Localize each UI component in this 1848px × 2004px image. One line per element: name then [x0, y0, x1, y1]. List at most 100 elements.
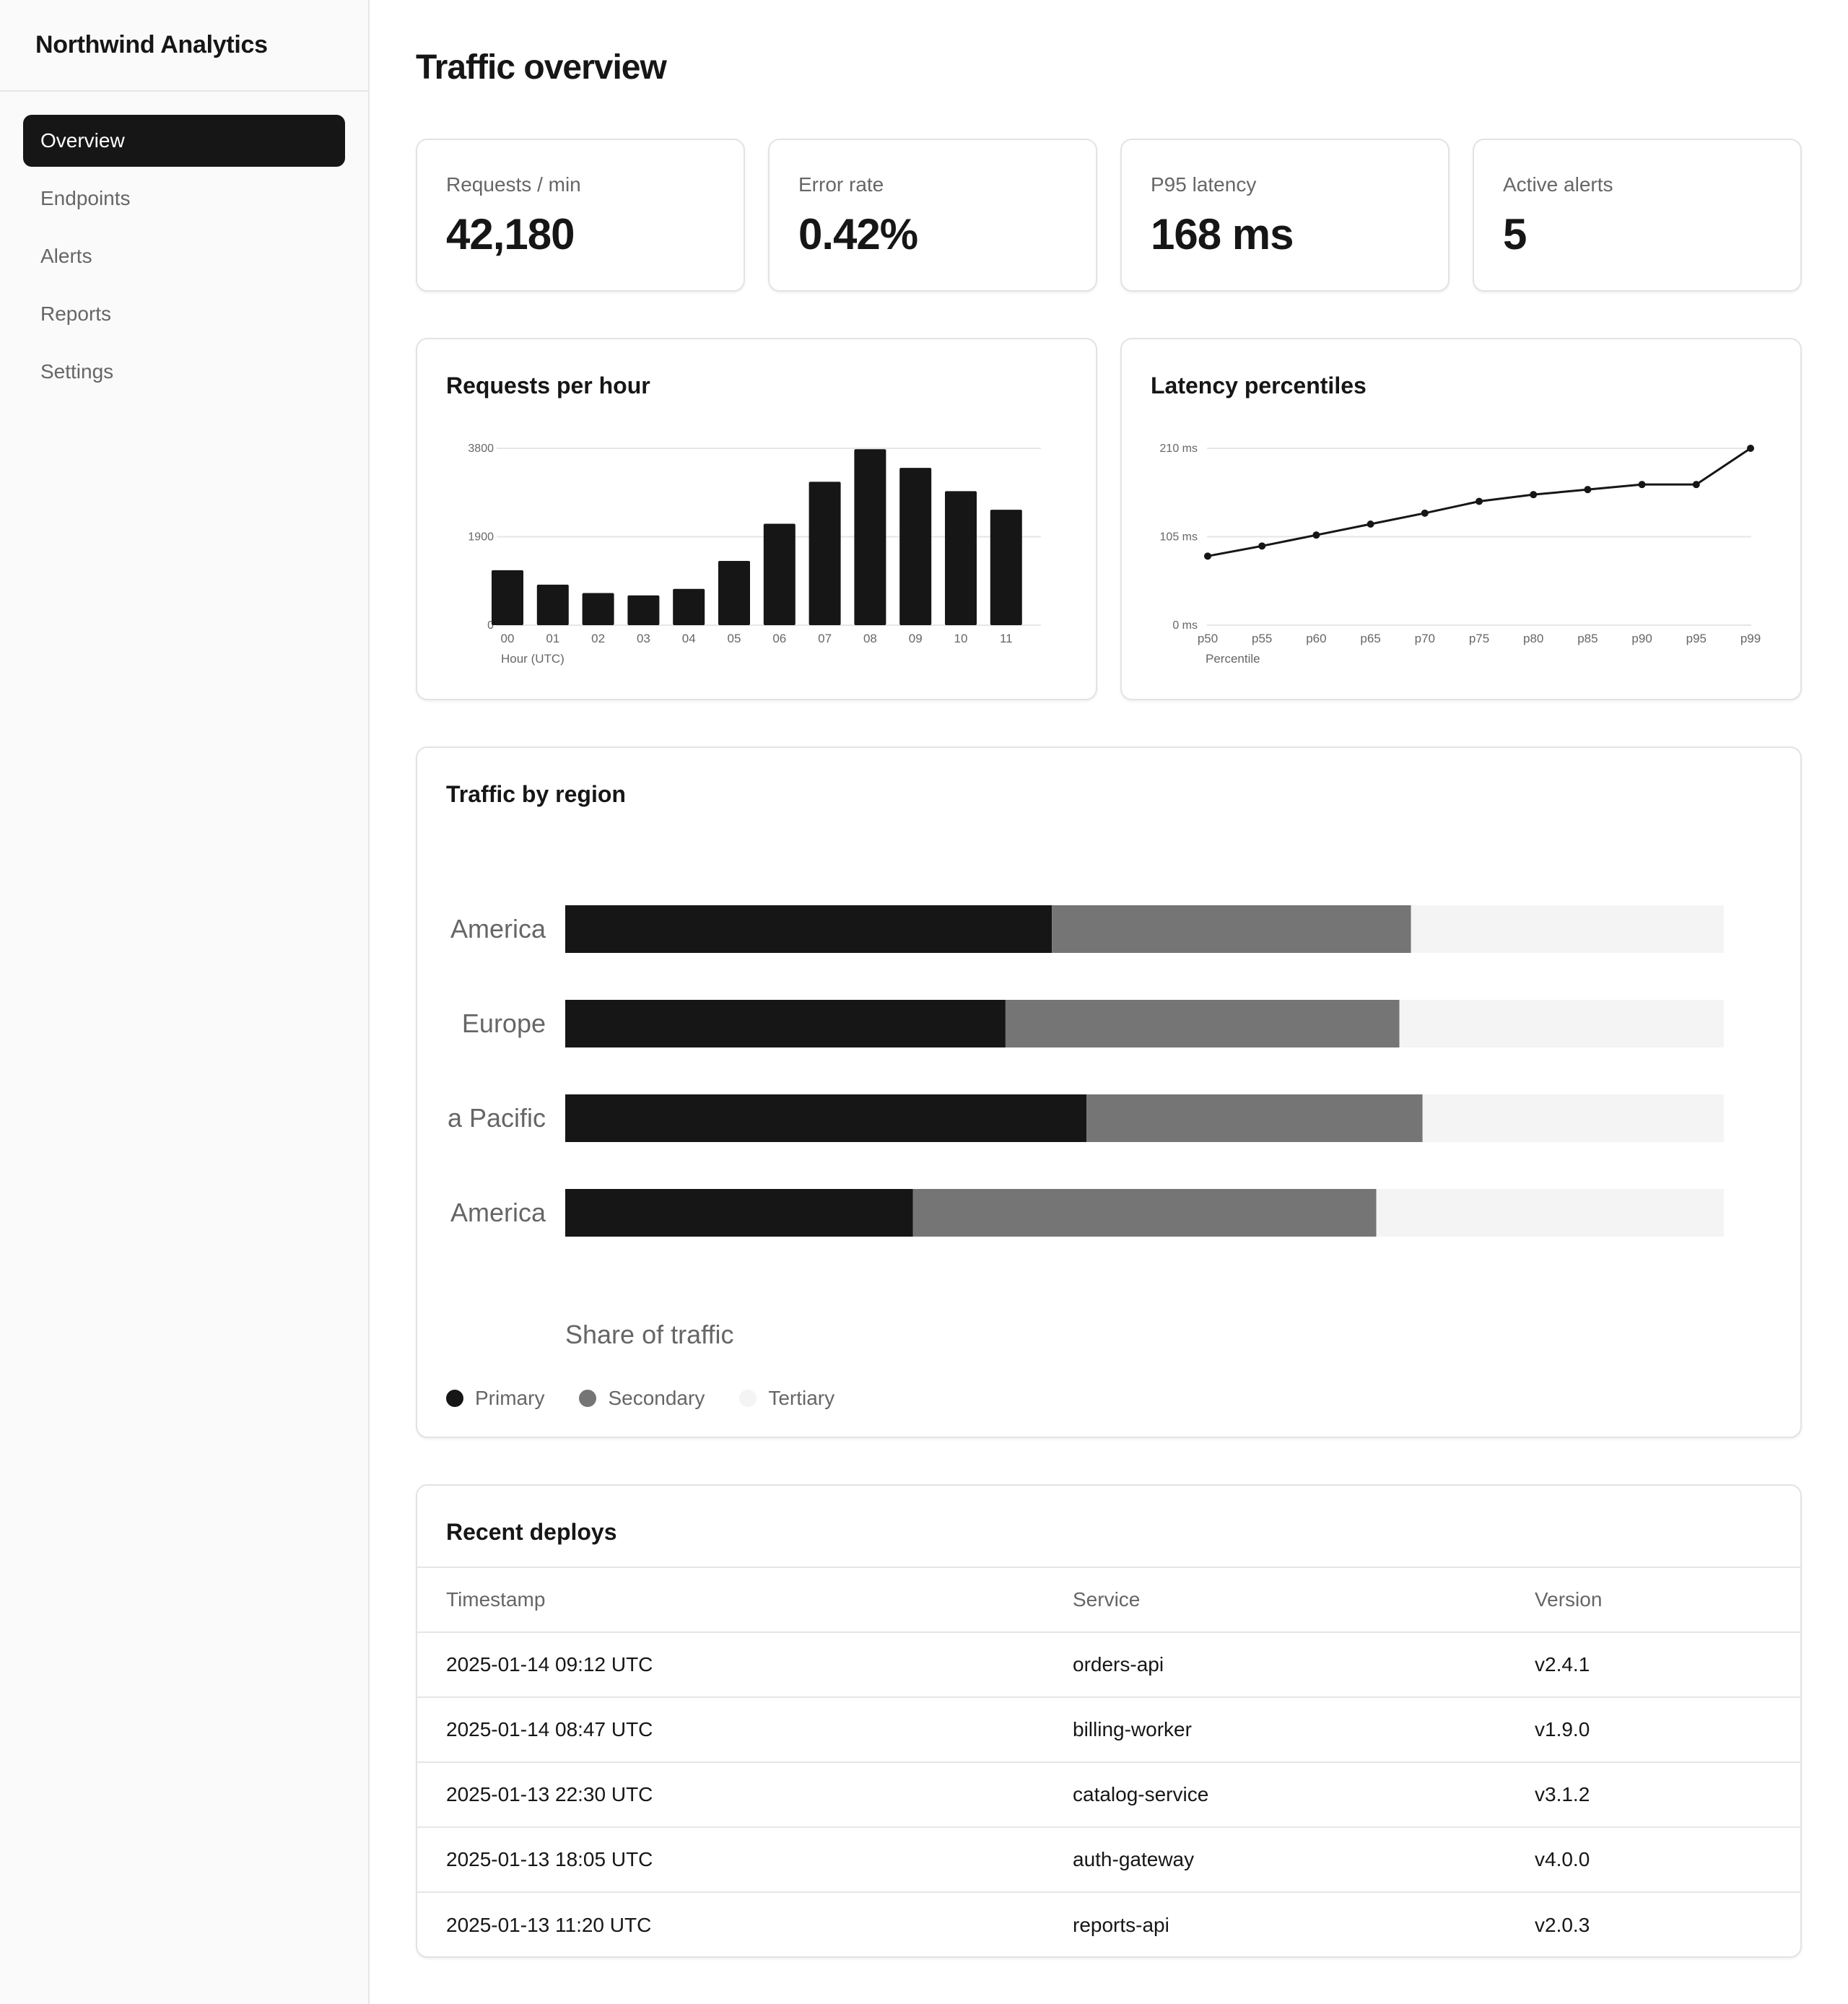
x-tick-label: p70	[1415, 632, 1435, 645]
bar-segment-secondary	[1086, 1094, 1423, 1142]
legend-item-secondary: Secondary	[579, 1387, 705, 1410]
data-point	[1204, 552, 1211, 560]
table-header-row: Timestamp Service Version	[417, 1567, 1800, 1632]
table-row[interactable]: 2025-01-13 22:30 UTC catalog-service v3.…	[417, 1761, 1800, 1827]
timestamp-cell: 2025-01-14 09:12 UTC	[417, 1631, 1044, 1697]
data-point	[1747, 445, 1754, 452]
sidebar-item-overview[interactable]: Overview	[23, 115, 345, 167]
service-cell: reports-api	[1044, 1891, 1506, 1956]
bar-segment-secondary	[1005, 1000, 1400, 1047]
region-stacked-bar-chart: America Europe a Pacific America Share of tr…	[448, 905, 1724, 1349]
legend-label: Secondary	[608, 1387, 705, 1409]
sidebar-item-alerts[interactable]: Alerts	[40, 245, 92, 267]
x-tick-label: p50	[1198, 632, 1218, 645]
kpi-card-requests: Requests / min 42,180	[416, 139, 745, 292]
x-tick-label: p99	[1740, 632, 1761, 645]
latency-line-chart: 0 ms 105 ms 210 ms p50 p55 p60 p65 p70 p75 p80 p85…	[1160, 443, 1761, 666]
requests-bar-chart: 0 1900 3800 00 01 02 03 04 05 06 07 08 09 10 11 Hour (U…	[468, 443, 1041, 666]
column-header-service: Service	[1044, 1567, 1506, 1632]
y-tick-label: 1900	[468, 531, 494, 544]
table-row[interactable]: 2025-01-13 18:05 UTC auth-gateway v4.0.0	[417, 1826, 1800, 1892]
service-cell: orders-api	[1044, 1631, 1506, 1697]
bar-segment-primary	[565, 1189, 913, 1237]
chart-legend: Primary Secondary Tertiary	[446, 1387, 869, 1410]
y-tick-label: America	[450, 914, 546, 944]
table-row[interactable]: 2025-01-13 11:20 UTC reports-api v2.0.3	[417, 1891, 1800, 1956]
legend-label: Tertiary	[768, 1387, 835, 1409]
x-axis-label: Share of traffic	[565, 1320, 733, 1349]
chart-title: Latency percentiles	[1151, 373, 1367, 398]
column-header-version: Version	[1506, 1567, 1800, 1632]
bar-segment-secondary	[912, 1189, 1377, 1237]
kpi-value: 5	[1503, 210, 1527, 258]
y-tick-label: 0	[487, 619, 494, 632]
data-point	[1530, 491, 1538, 499]
kpi-label: Active alerts	[1503, 173, 1613, 196]
requests-chart-card: Requests per hour 0 1900 3800 00 01 02 03 04 05 0…	[416, 338, 1097, 700]
page-title: Traffic overview	[416, 48, 667, 87]
x-tick-label: 00	[501, 632, 515, 645]
bar-segment-primary	[565, 1000, 1006, 1047]
x-tick-label: 03	[637, 632, 650, 645]
bar	[899, 468, 932, 625]
timestamp-cell: 2025-01-14 08:47 UTC	[417, 1696, 1044, 1762]
version-cell: v3.1.2	[1506, 1761, 1800, 1827]
data-point	[1367, 520, 1374, 528]
legend-item-tertiary: Tertiary	[739, 1387, 834, 1410]
bar	[627, 595, 660, 625]
x-tick-label: 02	[591, 632, 605, 645]
data-point	[1476, 497, 1483, 505]
bar	[763, 523, 796, 625]
x-tick-label: 09	[909, 632, 923, 645]
x-tick-label: 07	[818, 632, 832, 645]
version-cell: v2.0.3	[1506, 1891, 1800, 1956]
kpi-card-latency: P95 latency 168 ms	[1120, 139, 1450, 292]
bar	[673, 588, 705, 625]
x-tick-label: p90	[1631, 632, 1652, 645]
table-row[interactable]: 2025-01-14 09:12 UTC orders-api v2.4.1	[417, 1631, 1800, 1697]
bar	[854, 449, 886, 625]
app-title: Northwind Analytics	[0, 0, 368, 92]
kpi-label: P95 latency	[1151, 173, 1257, 196]
data-point	[1584, 486, 1592, 494]
bar-segment-tertiary	[1399, 1000, 1724, 1047]
bar-segment-primary	[565, 1094, 1087, 1142]
region-chart-card: Traffic by region America Europe a Pacific…	[416, 746, 1802, 1438]
data-point	[1312, 531, 1320, 539]
legend-swatch	[739, 1390, 757, 1407]
x-tick-label: p75	[1469, 632, 1489, 645]
bar	[808, 482, 841, 625]
x-tick-label: 04	[682, 632, 696, 645]
bar	[582, 593, 614, 625]
bar-segment-tertiary	[1422, 1094, 1724, 1142]
bar-segment-primary	[565, 905, 1052, 953]
sidebar-item-endpoints[interactable]: Endpoints	[40, 187, 131, 209]
y-tick-label: 105 ms	[1160, 531, 1198, 544]
legend-item-primary: Primary	[446, 1387, 544, 1410]
kpi-label: Error rate	[798, 173, 884, 196]
bar-segment-secondary	[1052, 905, 1411, 953]
kpi-label: Requests / min	[446, 173, 581, 196]
data-point	[1692, 481, 1700, 489]
sidebar-item-settings[interactable]: Settings	[40, 360, 114, 383]
x-tick-label: p80	[1523, 632, 1543, 645]
kpi-value: 168 ms	[1151, 210, 1294, 258]
deploys-table: Timestamp Service Version 2025-01-14 09:…	[417, 1567, 1800, 1956]
legend-label: Primary	[475, 1387, 545, 1409]
sidebar-item-reports[interactable]: Reports	[40, 302, 112, 325]
data-point	[1421, 509, 1429, 517]
deploys-card: Recent deploys Timestamp Service Version…	[416, 1484, 1802, 1958]
table-row[interactable]: 2025-01-14 08:47 UTC billing-worker v1.9…	[417, 1696, 1800, 1762]
x-tick-label: p85	[1577, 632, 1598, 645]
bar-segment-tertiary	[1376, 1189, 1724, 1237]
latency-chart-card: Latency percentiles 0 ms 105 ms 210 ms p50 p…	[1120, 338, 1802, 700]
service-cell: billing-worker	[1044, 1696, 1506, 1762]
kpi-card-alerts: Active alerts 5	[1473, 139, 1802, 292]
chart-title: Requests per hour	[446, 373, 650, 398]
y-tick-label: 0 ms	[1172, 619, 1198, 632]
x-tick-label: p95	[1686, 632, 1707, 645]
service-cell: catalog-service	[1044, 1761, 1506, 1827]
column-header-timestamp: Timestamp	[417, 1567, 1044, 1632]
y-tick-label: America	[450, 1198, 546, 1227]
legend-swatch	[579, 1390, 597, 1407]
